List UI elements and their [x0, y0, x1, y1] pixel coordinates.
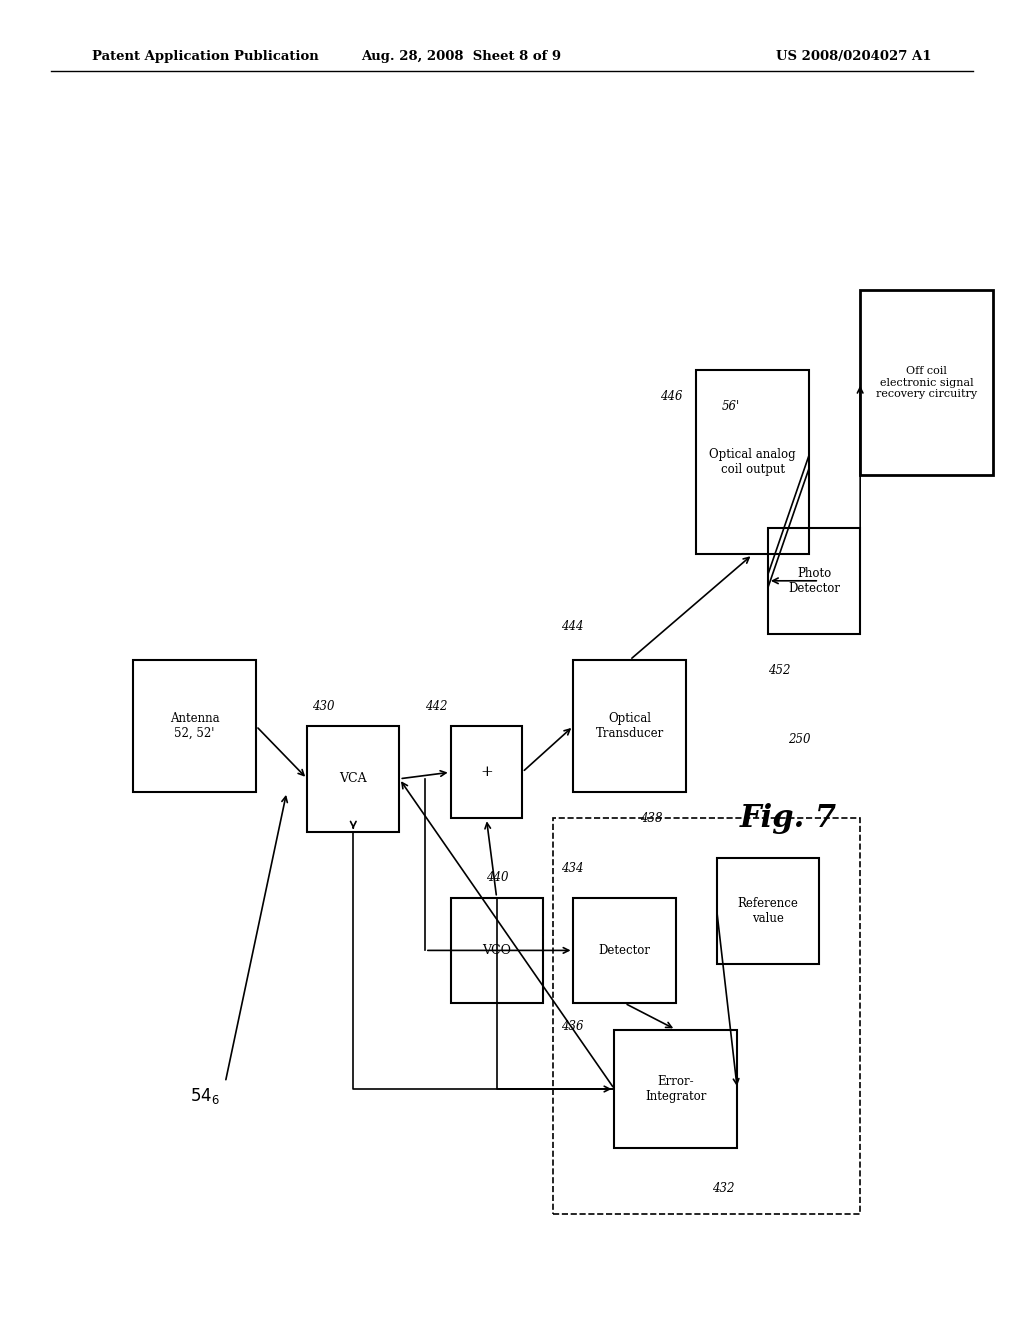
Text: 56': 56': [722, 400, 740, 413]
Text: 446: 446: [660, 389, 683, 403]
Text: 440: 440: [486, 871, 509, 884]
Text: VCA: VCA: [340, 772, 367, 785]
Bar: [860, 290, 993, 475]
Text: US 2008/0204027 A1: US 2008/0204027 A1: [776, 50, 932, 63]
Bar: [553, 818, 860, 1214]
Text: Patent Application Publication: Patent Application Publication: [92, 50, 318, 63]
Text: 438: 438: [640, 812, 663, 825]
Bar: [717, 858, 819, 964]
Text: Aug. 28, 2008  Sheet 8 of 9: Aug. 28, 2008 Sheet 8 of 9: [360, 50, 561, 63]
Text: Optical analog
coil output: Optical analog coil output: [710, 447, 796, 477]
Text: Antenna
52, 52': Antenna 52, 52': [170, 711, 219, 741]
Text: 432: 432: [712, 1181, 734, 1195]
Text: Detector: Detector: [599, 944, 650, 957]
Bar: [614, 1030, 737, 1148]
Text: 250: 250: [788, 733, 811, 746]
Text: 436: 436: [561, 1020, 584, 1034]
Text: Photo
Detector: Photo Detector: [788, 566, 840, 595]
Bar: [768, 528, 860, 634]
Text: Fig. 7: Fig. 7: [740, 803, 837, 834]
Bar: [573, 898, 676, 1003]
Text: 452: 452: [768, 664, 791, 677]
Text: $54_6$: $54_6$: [189, 1085, 220, 1106]
Text: 430: 430: [312, 700, 335, 713]
Text: Reference
value: Reference value: [737, 896, 799, 925]
Text: 434: 434: [561, 862, 584, 875]
Bar: [451, 726, 522, 818]
Text: Error-
Integrator: Error- Integrator: [645, 1074, 707, 1104]
Text: 444: 444: [561, 620, 584, 634]
Bar: [696, 370, 809, 554]
Text: Off coil
electronic signal
recovery circuitry: Off coil electronic signal recovery circ…: [877, 366, 977, 400]
Bar: [307, 726, 399, 832]
Text: Optical
Transducer: Optical Transducer: [596, 711, 664, 741]
Bar: [573, 660, 686, 792]
Text: +: +: [480, 766, 493, 779]
Text: VCO: VCO: [482, 944, 511, 957]
Bar: [133, 660, 256, 792]
Text: 442: 442: [425, 700, 447, 713]
Bar: [451, 898, 543, 1003]
